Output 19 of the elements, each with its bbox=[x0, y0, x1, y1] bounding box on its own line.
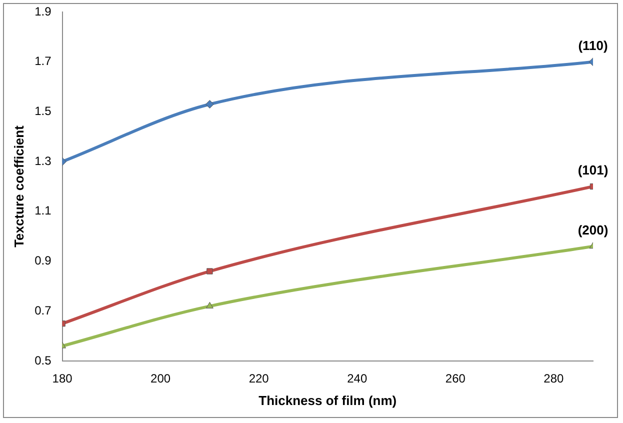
x-tick-label: 200 bbox=[150, 372, 171, 386]
y-tick-label: 1.5 bbox=[34, 104, 52, 118]
y-tick-label: 0.7 bbox=[34, 303, 52, 318]
y-tick-label: 1.1 bbox=[34, 204, 52, 218]
y-axis-title: Texcture coefficient bbox=[11, 124, 26, 248]
x-axis-title: Thickness of film (nm) bbox=[258, 392, 397, 408]
x-tick-label: 180 bbox=[52, 372, 73, 386]
y-tick-label: 1.3 bbox=[34, 154, 52, 168]
series-label: (110) bbox=[578, 38, 608, 53]
y-tick-label: 0.5 bbox=[34, 353, 52, 368]
series-label: (101) bbox=[578, 162, 608, 178]
series-label: (200) bbox=[578, 222, 608, 238]
x-tick-label: 240 bbox=[347, 372, 368, 386]
x-tick-label: 280 bbox=[544, 372, 564, 386]
y-tick-label: 1.9 bbox=[34, 4, 52, 18]
x-tick-label: 260 bbox=[445, 372, 466, 386]
x-tick-label: 220 bbox=[248, 372, 270, 386]
y-tick-label: 1.7 bbox=[34, 54, 52, 68]
y-tick-label: 0.9 bbox=[34, 254, 52, 268]
